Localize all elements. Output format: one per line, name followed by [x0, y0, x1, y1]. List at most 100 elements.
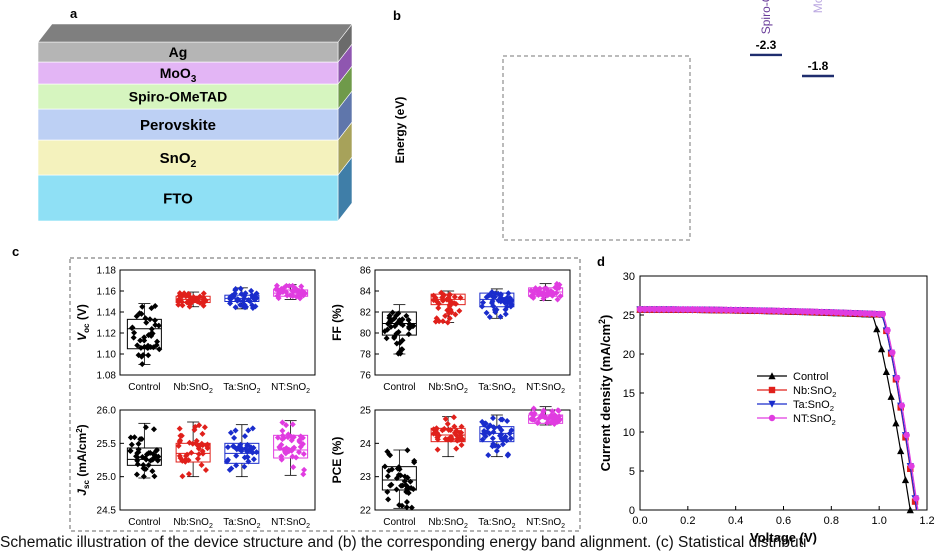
y-axis-label: Current density (mA/cm2)	[597, 315, 613, 472]
data-point	[439, 427, 446, 434]
data-point	[151, 317, 158, 324]
data-point	[547, 412, 554, 419]
data-point	[224, 444, 231, 451]
curve-marker	[675, 306, 682, 313]
data-point	[282, 448, 289, 455]
curve-marker	[818, 308, 825, 316]
data-point	[405, 331, 412, 338]
layer-front-face	[37, 41, 339, 63]
material-label: Spiro-OMeTAD	[759, 0, 773, 34]
curve-marker	[670, 306, 677, 313]
data-point	[393, 475, 400, 482]
data-point	[199, 299, 206, 306]
curve-marker	[861, 310, 869, 317]
data-point	[397, 472, 404, 479]
data-point	[233, 452, 240, 459]
curve-marker	[832, 309, 840, 316]
plot-frame	[374, 269, 571, 376]
data-point	[405, 490, 412, 497]
box-y-axis-label: Jsc (mA/cm2)	[75, 424, 91, 495]
top-level-label: -1.8	[808, 59, 829, 73]
data-point	[227, 300, 234, 307]
curve-marker	[897, 447, 905, 455]
data-point	[499, 441, 506, 448]
data-point	[301, 466, 308, 473]
data-point	[240, 303, 247, 310]
curve-marker	[737, 306, 744, 314]
data-point	[432, 294, 439, 301]
data-point	[385, 496, 392, 503]
curve-marker	[742, 306, 749, 314]
data-point	[403, 312, 410, 319]
data-point	[253, 449, 260, 456]
data-point	[404, 474, 411, 481]
x-category-label: Nb:SnO2	[173, 517, 213, 530]
series-control	[636, 305, 914, 514]
box-control	[126, 303, 163, 368]
data-point	[128, 441, 135, 448]
curve-marker	[799, 308, 806, 315]
data-point	[445, 427, 452, 434]
curve-marker	[768, 372, 776, 380]
curve-marker	[913, 495, 920, 502]
curve-marker	[698, 306, 706, 313]
x-category-label: Control	[383, 517, 415, 528]
layer-ag: Ag	[37, 23, 353, 63]
data-point	[446, 315, 453, 322]
data-point	[439, 297, 446, 304]
curve-marker	[765, 307, 773, 314]
pce-box-plot: 22 23 24 25 PCE (%) Control Nb:SnO2 Ta:SnO2 NT:S…	[330, 405, 571, 530]
energy-axis-label: Energy (eV)	[393, 97, 407, 164]
box-control	[126, 422, 162, 480]
curve-marker	[882, 368, 890, 376]
data-point	[135, 352, 142, 359]
data-point	[554, 407, 561, 414]
x-category-label: Ta:SnO2	[478, 382, 515, 395]
data-point	[146, 316, 153, 323]
legend-item-ta-sno2: Ta:SnO2	[757, 399, 834, 413]
curve-marker	[679, 306, 687, 313]
curve-marker	[884, 327, 891, 334]
y-tick-label: 15	[623, 388, 635, 400]
data-point	[131, 434, 138, 441]
energy-level-diagram: Energy (eV)-4.7FTO-4.32-7.98Pristine SnO…	[393, 0, 834, 241]
curve-marker	[746, 306, 754, 314]
curve-line	[640, 308, 911, 511]
curve-marker	[901, 476, 910, 484]
y-tick-label: 25	[623, 310, 635, 322]
data-point	[141, 334, 148, 341]
data-point	[543, 415, 550, 422]
data-point	[134, 461, 141, 468]
data-point	[273, 286, 280, 293]
data-point	[449, 436, 456, 443]
data-point	[296, 287, 303, 294]
data-point	[393, 312, 400, 319]
data-point	[399, 337, 406, 344]
curve-marker	[887, 392, 895, 400]
data-point	[135, 440, 142, 447]
curve-marker	[906, 506, 914, 514]
data-point	[143, 319, 150, 326]
data-point	[200, 294, 207, 301]
data-point	[238, 291, 245, 298]
data-point	[456, 307, 463, 314]
box-nt-sno2	[273, 419, 309, 478]
data-point	[300, 471, 307, 478]
legend-label: Control	[793, 371, 828, 383]
box-nt-sno2	[528, 405, 564, 428]
data-point	[290, 464, 297, 471]
data-point	[490, 415, 497, 422]
x-category-label: Ta:SnO2	[223, 382, 260, 395]
material-label: MoO3	[811, 0, 827, 13]
curve-marker	[751, 307, 758, 314]
curve-marker	[809, 308, 816, 315]
data-point	[193, 437, 200, 444]
data-point	[507, 298, 514, 305]
data-point	[452, 311, 459, 318]
data-point	[296, 438, 303, 445]
data-point	[191, 426, 198, 433]
x-tick-label: 0.8	[824, 515, 839, 527]
jsc-box-plot: 24.5 25.0 25.5 26.0 Jsc (mA/cm2) Control Nb:Sn…	[75, 406, 316, 530]
data-point	[549, 408, 556, 415]
